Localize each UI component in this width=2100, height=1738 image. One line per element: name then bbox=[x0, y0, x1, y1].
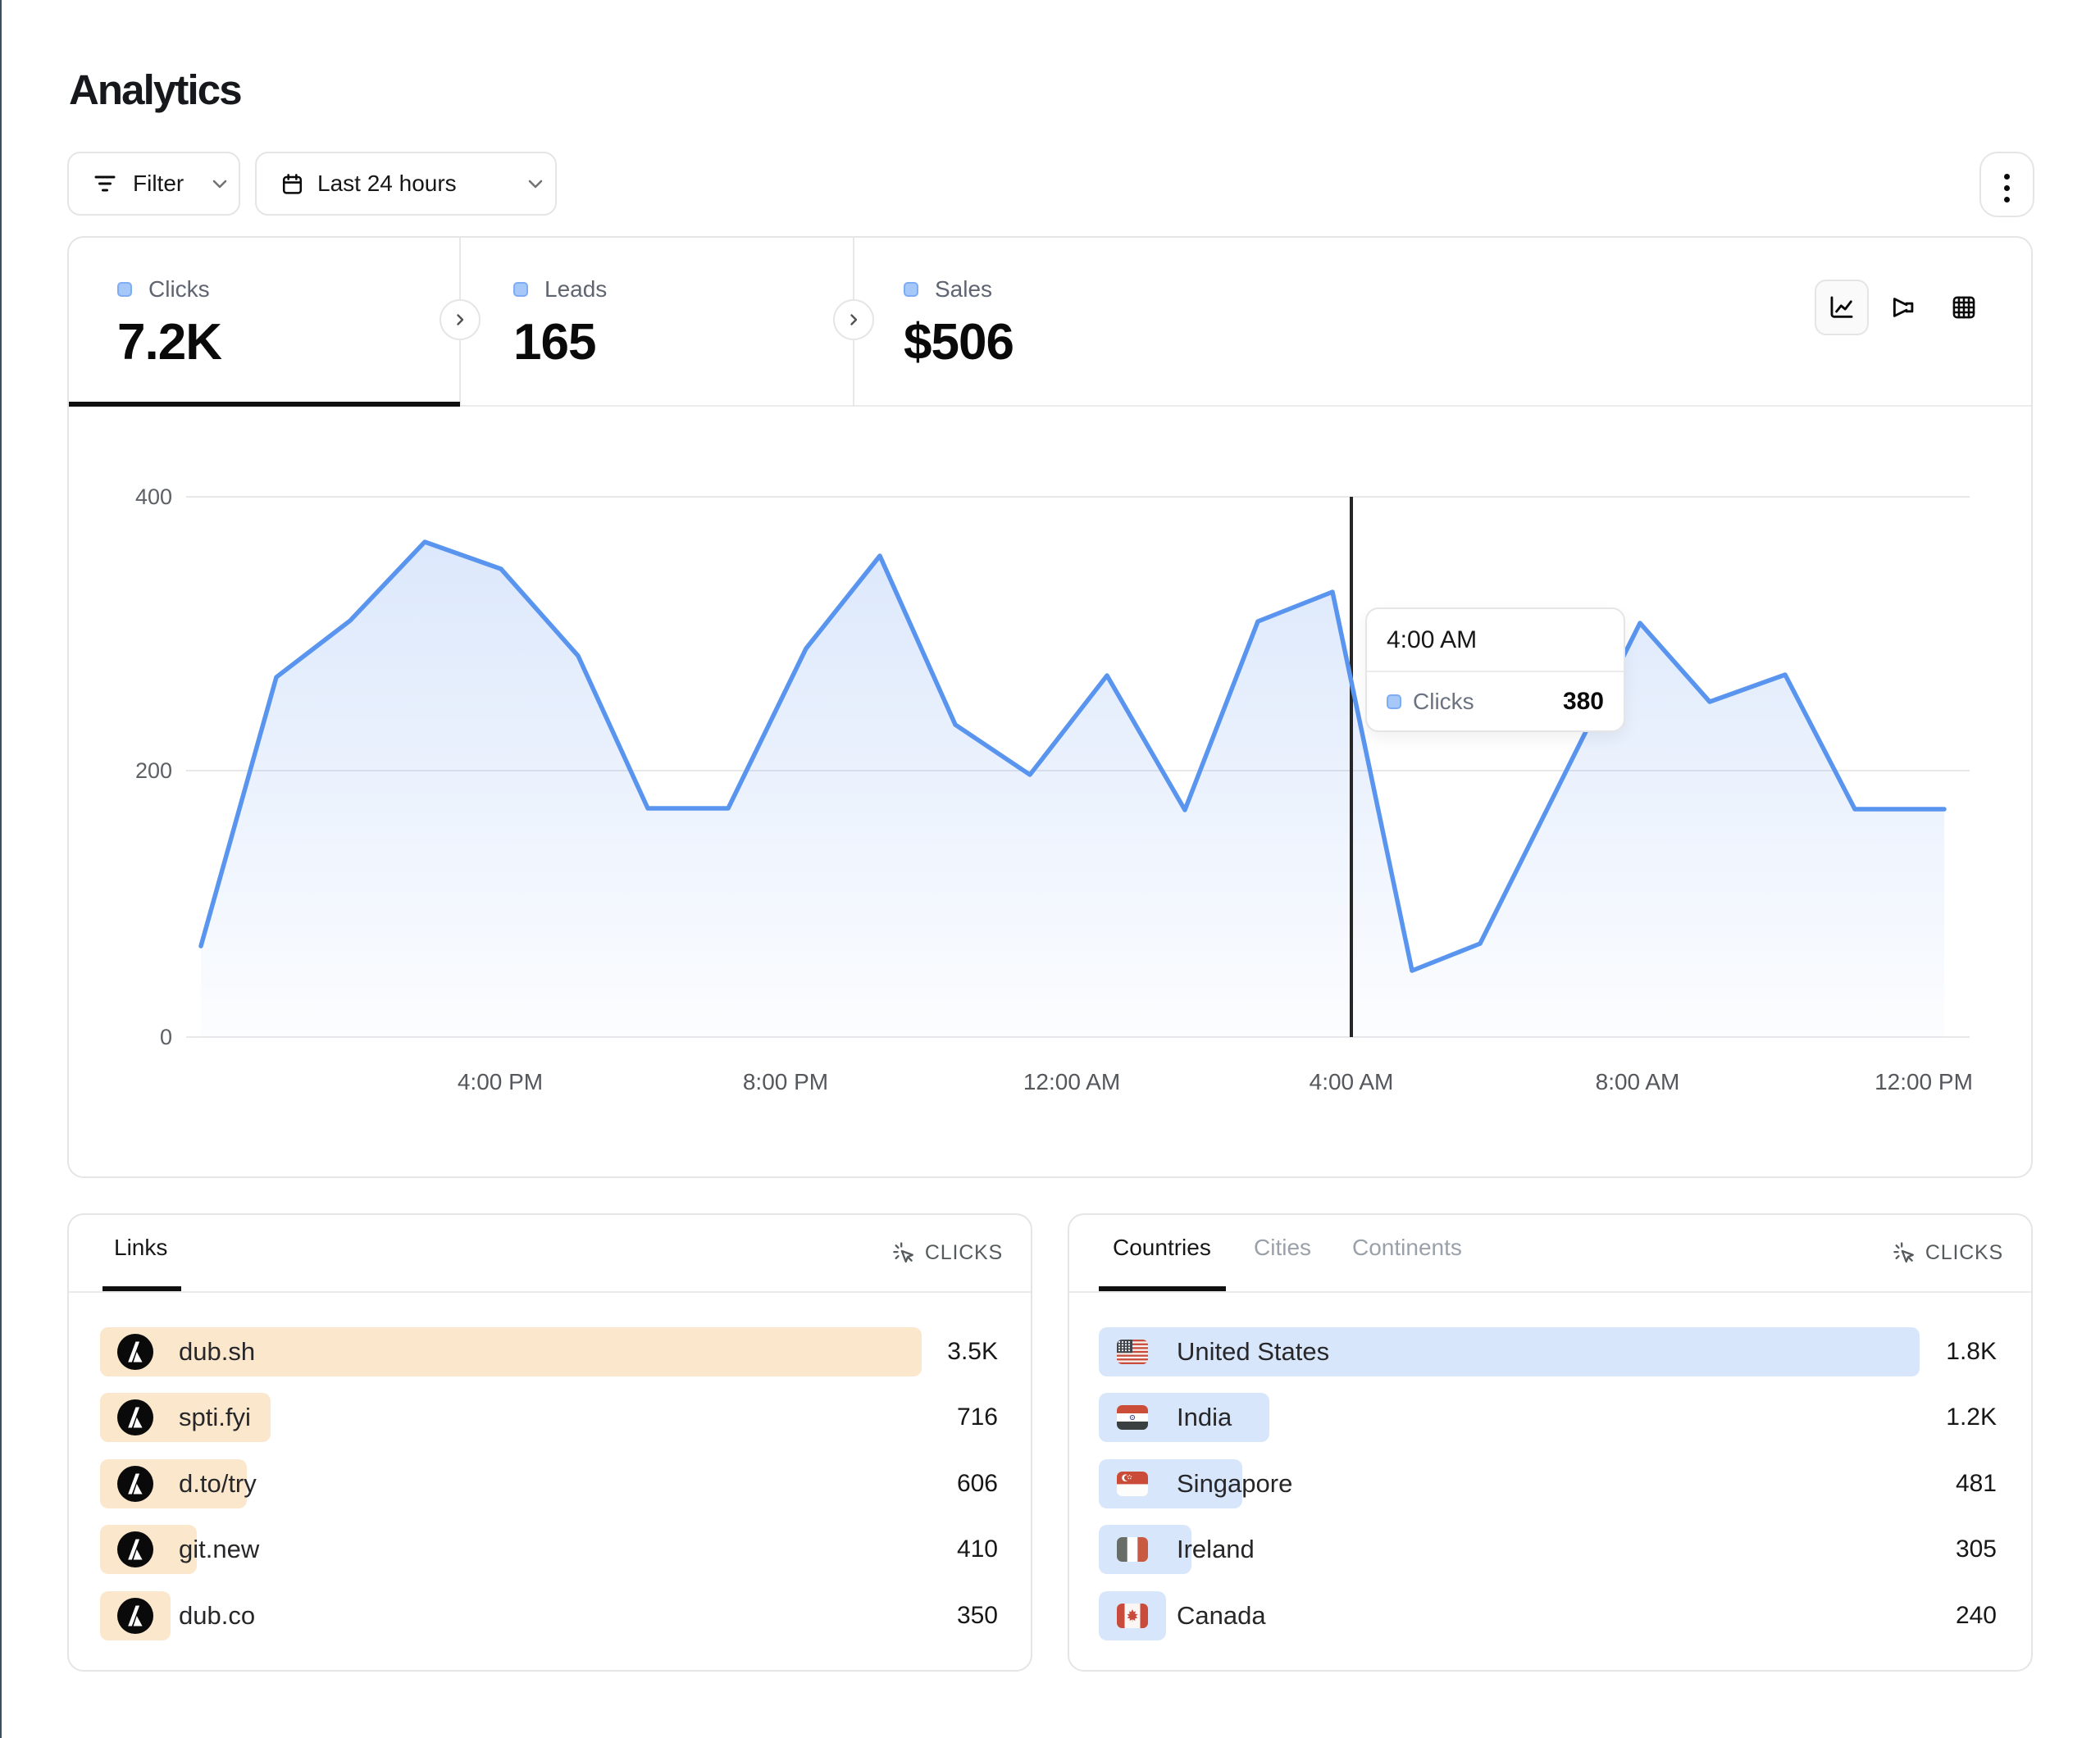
svg-text:200: 200 bbox=[135, 758, 172, 783]
svg-text:8:00 PM: 8:00 PM bbox=[743, 1069, 828, 1094]
svg-text:0: 0 bbox=[160, 1025, 172, 1049]
svg-text:400: 400 bbox=[135, 485, 172, 509]
svg-text:12:00 AM: 12:00 AM bbox=[1023, 1069, 1120, 1094]
svg-text:4:00 AM: 4:00 AM bbox=[1310, 1069, 1394, 1094]
svg-text:12:00 PM: 12:00 PM bbox=[1875, 1069, 1973, 1094]
svg-text:8:00 AM: 8:00 AM bbox=[1596, 1069, 1680, 1094]
svg-text:4:00 PM: 4:00 PM bbox=[458, 1069, 543, 1094]
